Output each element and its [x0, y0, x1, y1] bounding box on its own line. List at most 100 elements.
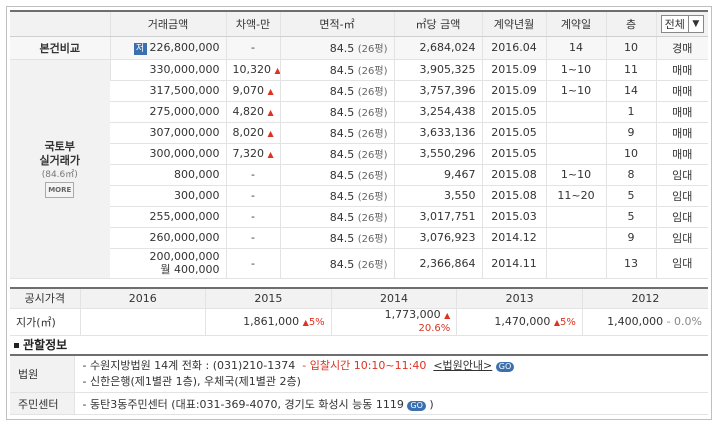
section-title: 관할정보: [14, 336, 67, 353]
row-area: 84.5 (26평): [279, 101, 394, 123]
row-perm2: 9,467: [393, 164, 482, 186]
row-day: 1~10: [545, 80, 606, 102]
posted-year: 2015: [205, 287, 332, 309]
go-icon[interactable]: GO: [495, 362, 515, 372]
row-perm2: 3,905,325: [393, 59, 482, 81]
row-type: 임대: [655, 164, 708, 186]
posted-year: 2014: [330, 287, 457, 309]
center-info: - 동탄3동주민센터 (대표:031-369-4070, 경기도 화성시 능동 …: [82, 397, 404, 411]
transaction-row: 317,500,000 9,070 ▲ 84.5 (26평) 3,757,396 201…: [10, 80, 708, 102]
col-perm2: ㎡당 금액: [393, 10, 482, 37]
row-perm2: 2,366,864: [393, 248, 482, 279]
posted-year: 2016: [79, 287, 206, 309]
row-ym: 2015.09: [481, 59, 546, 81]
row-area: 84.5 (26평): [279, 59, 394, 81]
transaction-row: 300,000-84.5 (26평) 3,550 2015.08 11~20 5 임대: [10, 185, 708, 207]
court-guide-link[interactable]: <법원안내>: [433, 359, 493, 372]
row-price: 255,000,000: [110, 206, 226, 228]
type-filter-value: 전체: [664, 17, 685, 31]
row-diff: 9,070 ▲: [225, 80, 280, 102]
row-price: 200,000,000 월 400,000: [110, 248, 226, 279]
type-filter-select[interactable]: 전체 ▼: [660, 14, 704, 33]
row-diff: -: [225, 206, 280, 228]
up-arrow-icon: ▲: [267, 150, 274, 159]
posted-value: 1,400,000 - 0.0%: [581, 308, 708, 336]
row-floor: 8: [605, 164, 656, 186]
row-area: 84.5 (26평): [279, 143, 394, 165]
row-floor: 13: [605, 248, 656, 279]
center-label: 주민센터: [10, 392, 74, 415]
transaction-row: 255,000,000-84.5 (26평) 3,017,751 2015.03 5 임…: [10, 206, 708, 228]
molit-label: 국토부 실거래가 (84.6㎡) MORE: [10, 59, 110, 279]
row-day: [545, 227, 606, 249]
posted-year: 2012: [581, 287, 708, 309]
posted-year: 2013: [456, 287, 583, 309]
row-type: 매매: [655, 59, 708, 81]
row-price: 330,000,000: [109, 59, 226, 81]
posted-value: 1,773,000 ▲ 20.6%: [330, 308, 457, 336]
row-ym: 2014.11: [481, 248, 546, 279]
row-perm2: 3,254,438: [393, 101, 482, 123]
row-price: 300,000: [110, 185, 226, 207]
row-area: 84.5 (26평): [279, 122, 394, 144]
row-floor: 1: [605, 101, 656, 123]
row-area: 84.5 (26평): [279, 227, 394, 249]
row-price: 800,000: [110, 164, 226, 186]
row-type: 매매: [655, 143, 708, 165]
transaction-row: 200,000,000 월 400,000-84.5 (26평) 2,366,864…: [10, 248, 708, 279]
col-floor: 층: [605, 10, 656, 37]
row-floor: 9: [605, 227, 656, 249]
posted-value-row: 지가(㎡) 1,861,000 ▲5% 1,773,000 ▲ 20.6% 1,470…: [10, 308, 708, 336]
row-ym: 2015.05: [481, 101, 546, 123]
compare-type: 경매: [655, 36, 708, 60]
compare-floor: 10: [605, 36, 656, 60]
bullet-icon: [14, 343, 19, 348]
up-arrow-icon: ▲: [302, 318, 309, 327]
transaction-row: 300,000,000 7,320 ▲ 84.5 (26평) 3,550,296 201…: [10, 143, 708, 165]
transaction-row: 275,000,000 4,820 ▲ 84.5 (26평) 3,254,438 201…: [10, 101, 708, 123]
compare-perm2: 2,684,024: [393, 36, 482, 60]
compare-day: 14: [545, 36, 606, 60]
row-day: 1~10: [545, 59, 606, 81]
row-ym: 2015.05: [481, 143, 546, 165]
row-price: 300,000,000: [110, 143, 226, 165]
center-row: 주민센터 - 동탄3동주민센터 (대표:031-369-4070, 경기도 화성…: [10, 392, 708, 415]
posted-year-row: 공시가격 2016 2015 2014 2013 2012: [10, 287, 708, 309]
go-icon[interactable]: GO: [407, 400, 426, 411]
row-area: 84.5 (26평): [279, 80, 394, 102]
row-floor: 14: [605, 80, 656, 102]
row-day: [545, 143, 606, 165]
row-type: 임대: [655, 185, 708, 207]
col-price: 거래금액: [109, 10, 226, 37]
row-diff: 4,820 ▲: [225, 101, 280, 123]
col-day: 계약일: [545, 10, 606, 37]
transaction-row: 307,000,000 8,020 ▲ 84.5 (26평) 3,633,136 201…: [10, 122, 708, 144]
compare-ym: 2016.04: [481, 36, 546, 60]
row-floor: 10: [605, 143, 656, 165]
row-perm2: 3,550,296: [393, 143, 482, 165]
row-day: [545, 248, 606, 279]
row-ym: 2015.08: [481, 185, 546, 207]
row-perm2: 3,017,751: [393, 206, 482, 228]
posted-value: 1,861,000 ▲5%: [205, 308, 332, 336]
row-ym: 2014.12: [481, 227, 546, 249]
posted-row-label: 지가(㎡): [10, 308, 80, 336]
row-day: 1~10: [545, 164, 606, 186]
posted-value: [79, 308, 206, 336]
row-ym: 2015.08: [481, 164, 546, 186]
row-type: 매매: [655, 101, 708, 123]
row-area: 84.5 (26평): [279, 185, 394, 207]
row-diff: 10,320 ▲: [225, 59, 280, 81]
jurisdiction-table: 법원 - 수원지방법원 14계 전화 : (031)210-1374 - 입찰시…: [10, 354, 708, 415]
more-button[interactable]: MORE: [45, 181, 75, 198]
posted-price-table: 공시가격 2016 2015 2014 2013 2012 지가(㎡) 1,86…: [10, 287, 708, 336]
row-floor: 9: [605, 122, 656, 144]
posted-label: 공시가격: [10, 287, 80, 309]
court-label: 법원: [10, 354, 74, 393]
compare-diff: -: [225, 36, 280, 60]
row-perm2: 3,076,923: [393, 227, 482, 249]
row-floor: 5: [605, 185, 656, 207]
row-ym: 2015.05: [481, 122, 546, 144]
compare-price: 226,800,000: [149, 40, 220, 54]
